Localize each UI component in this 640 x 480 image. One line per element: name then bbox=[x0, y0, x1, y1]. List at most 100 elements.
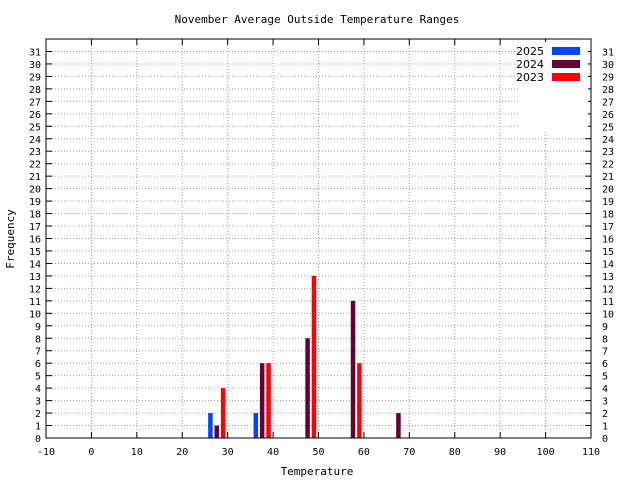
y-tick-label-left: 19 bbox=[29, 197, 41, 208]
y-tick-label-right: 7 bbox=[602, 347, 608, 358]
y-tick-label-left: 28 bbox=[29, 85, 41, 96]
x-tick-label: 10 bbox=[131, 447, 143, 458]
y-tick-label-right: 1 bbox=[602, 422, 608, 433]
x-tick-label: 20 bbox=[176, 447, 188, 458]
y-tick-label-right: 5 bbox=[602, 372, 608, 383]
x-tick-label: 80 bbox=[449, 447, 461, 458]
y-tick-label-right: 19 bbox=[602, 197, 614, 208]
bar-2025-40 bbox=[253, 413, 259, 438]
y-tick-label-left: 2 bbox=[35, 409, 41, 420]
y-tick-label-right: 30 bbox=[602, 60, 614, 71]
y-tick-label-left: 0 bbox=[35, 434, 41, 445]
legend-swatch-2023 bbox=[552, 73, 580, 81]
y-tick-label-right: 25 bbox=[602, 122, 614, 133]
y-tick-label-left: 10 bbox=[29, 309, 41, 320]
y-tick-label-left: 14 bbox=[29, 259, 41, 270]
x-axis-label: Temperature bbox=[281, 465, 354, 478]
y-tick-label-left: 1 bbox=[35, 422, 41, 433]
y-tick-label-right: 18 bbox=[602, 210, 614, 221]
bar-2024-50 bbox=[305, 338, 310, 438]
y-tick-label-left: 30 bbox=[29, 60, 41, 71]
y-tick-label-right: 10 bbox=[602, 309, 614, 320]
bar-2024-70 bbox=[396, 413, 401, 438]
y-tick-label-left: 16 bbox=[29, 235, 41, 246]
y-tick-label-right: 16 bbox=[602, 235, 614, 246]
y-tick-label-right: 9 bbox=[602, 322, 608, 333]
y-tick-label-right: 31 bbox=[602, 47, 614, 58]
y-tick-label-left: 9 bbox=[35, 322, 41, 333]
y-tick-label-right: 27 bbox=[602, 97, 614, 108]
x-tick-label: 90 bbox=[494, 447, 506, 458]
y-tick-label-right: 11 bbox=[602, 297, 614, 308]
y-tick-label-left: 27 bbox=[29, 97, 41, 108]
y-tick-label-left: 6 bbox=[35, 359, 41, 370]
x-tick-label: 50 bbox=[312, 447, 324, 458]
legend-label-2025: 2025 bbox=[516, 45, 544, 58]
y-tick-label-left: 4 bbox=[35, 384, 41, 395]
y-tick-label-right: 14 bbox=[602, 259, 614, 270]
y-tick-label-right: 28 bbox=[602, 85, 614, 96]
bar-2023-60 bbox=[357, 363, 362, 438]
bar-2023-40 bbox=[266, 363, 271, 438]
y-tick-label-left: 21 bbox=[29, 172, 41, 183]
y-tick-label-left: 3 bbox=[35, 397, 41, 408]
y-tick-label-left: 29 bbox=[29, 72, 41, 83]
x-tick-label: 60 bbox=[358, 447, 370, 458]
x-tick-label: 0 bbox=[88, 447, 94, 458]
y-tick-label-right: 24 bbox=[602, 135, 614, 146]
y-axis-label: Frequency bbox=[4, 209, 17, 269]
y-tick-label-right: 26 bbox=[602, 110, 614, 121]
y-tick-label-right: 21 bbox=[602, 172, 614, 183]
x-tick-label: 30 bbox=[222, 447, 234, 458]
y-tick-label-left: 22 bbox=[29, 160, 41, 171]
y-tick-label-left: 7 bbox=[35, 347, 41, 358]
y-tick-label-right: 17 bbox=[602, 222, 614, 233]
bar-2024-30 bbox=[214, 425, 220, 438]
y-tick-label-left: 17 bbox=[29, 222, 41, 233]
grid bbox=[46, 39, 591, 438]
bar-2024-60 bbox=[350, 300, 356, 438]
legend-label-2024: 2024 bbox=[516, 58, 544, 71]
y-tick-label-left: 12 bbox=[29, 284, 41, 295]
y-tick-label-left: 20 bbox=[29, 185, 41, 196]
x-tick-label: 40 bbox=[267, 447, 279, 458]
y-tick-label-right: 6 bbox=[602, 359, 608, 370]
y-tick-label-right: 0 bbox=[602, 434, 608, 445]
y-tick-label-right: 2 bbox=[602, 409, 608, 420]
y-tick-label-right: 22 bbox=[602, 160, 614, 171]
y-tick-label-left: 24 bbox=[29, 135, 41, 146]
y-tick-label-left: 26 bbox=[29, 110, 41, 121]
y-tick-label-right: 12 bbox=[602, 284, 614, 295]
bar-2023-30 bbox=[220, 388, 226, 438]
y-tick-label-right: 3 bbox=[602, 397, 608, 408]
y-tick-label-left: 11 bbox=[29, 297, 41, 308]
y-tick-label-left: 13 bbox=[29, 272, 41, 283]
legend-swatch-2025 bbox=[552, 47, 580, 55]
y-tick-label-left: 8 bbox=[35, 334, 41, 345]
legend-swatch-2024 bbox=[552, 60, 580, 68]
bar-2023-50 bbox=[311, 275, 317, 438]
y-tick-label-right: 20 bbox=[602, 185, 614, 196]
y-tick-label-right: 4 bbox=[602, 384, 608, 395]
y-tick-label-right: 13 bbox=[602, 272, 614, 283]
y-tick-label-right: 8 bbox=[602, 334, 608, 345]
x-tick-label: 100 bbox=[537, 447, 555, 458]
chart-title: November Average Outside Temperature Ran… bbox=[175, 13, 460, 26]
y-tick-label-left: 23 bbox=[29, 147, 41, 158]
bar-2025-30 bbox=[208, 413, 213, 438]
legend-background bbox=[520, 42, 588, 132]
bar-2024-40 bbox=[259, 363, 265, 438]
y-tick-label-left: 25 bbox=[29, 122, 41, 133]
y-tick-label-left: 18 bbox=[29, 210, 41, 221]
x-tick-label: 70 bbox=[403, 447, 415, 458]
bars bbox=[208, 275, 401, 438]
x-tick-label: 110 bbox=[582, 447, 600, 458]
y-tick-label-left: 5 bbox=[35, 372, 41, 383]
legend-label-2023: 2023 bbox=[516, 71, 544, 84]
x-tick-label: -10 bbox=[37, 447, 55, 458]
y-tick-label-right: 29 bbox=[602, 72, 614, 83]
y-tick-label-left: 31 bbox=[29, 47, 41, 58]
